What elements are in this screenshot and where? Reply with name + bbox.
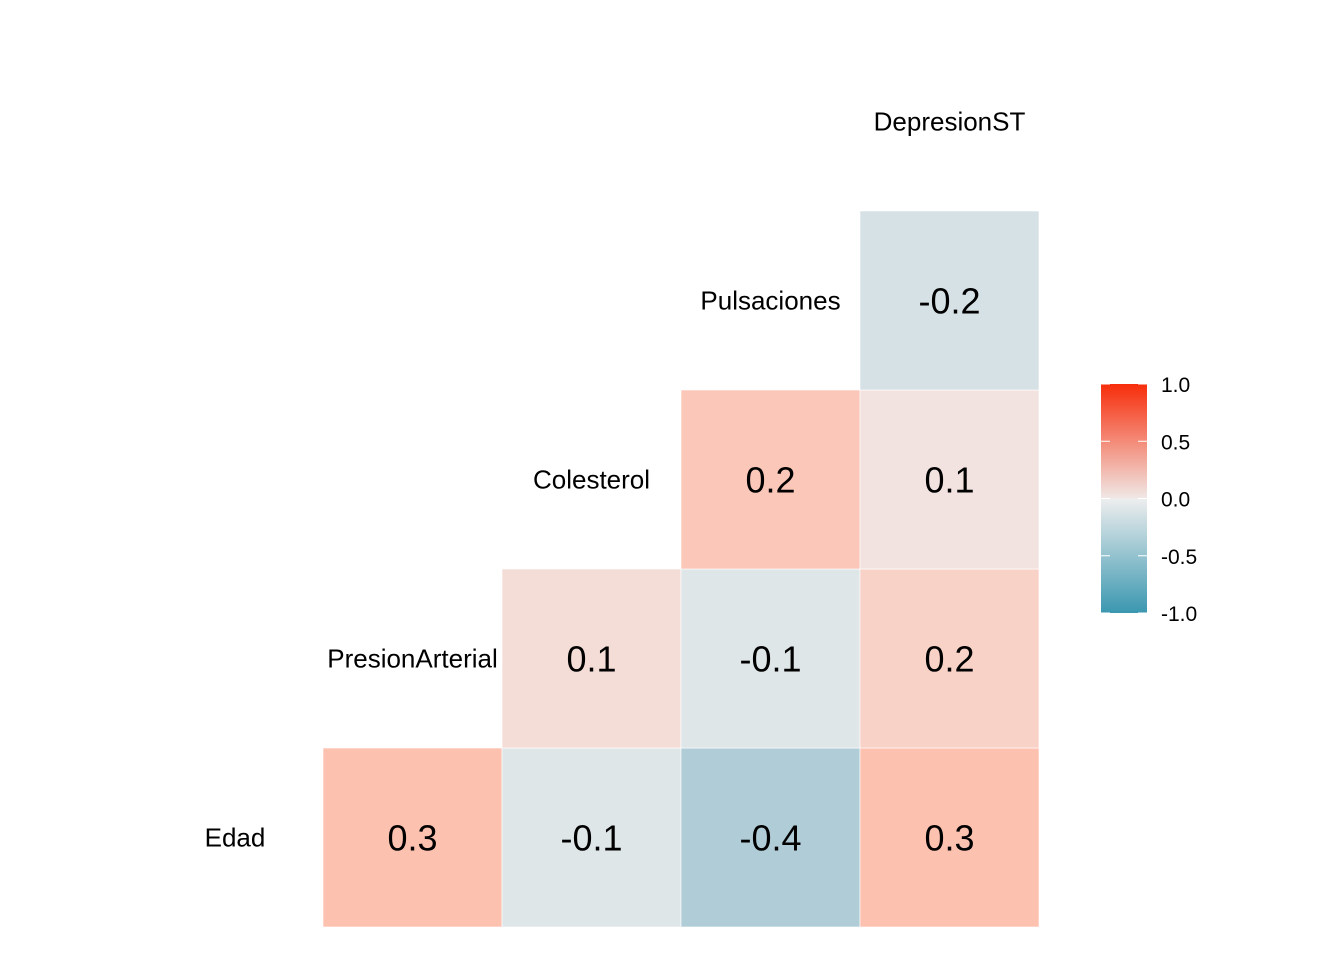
legend-tick-label: 1.0 bbox=[1161, 374, 1190, 397]
cell-value-label: 0.2 bbox=[924, 639, 974, 680]
variable-label-Colesterol: Colesterol bbox=[533, 465, 650, 495]
heatmap-cells: 0.3 -0.1 -0.4 0.3 0.1 -0.1 0.2 0.2 0.1 -0.2 bbox=[322, 210, 1040, 928]
legend-tick-label: -0.5 bbox=[1161, 546, 1197, 569]
cell-value-label: -0.2 bbox=[918, 281, 980, 322]
cell-value-label: 0.2 bbox=[745, 460, 795, 501]
cell-value-label: -0.1 bbox=[739, 639, 801, 680]
cell-value-label: -0.4 bbox=[739, 818, 801, 859]
cell-value-label: 0.3 bbox=[924, 818, 974, 859]
heatmap-cell-Colesterol-Pulsaciones bbox=[680, 389, 861, 570]
cell-value-label: -0.1 bbox=[560, 818, 622, 859]
legend-tick-label: -1.0 bbox=[1161, 603, 1197, 626]
heatmap-cell-Colesterol-DepresionST bbox=[859, 389, 1040, 570]
heatmap-cell-Edad-Colesterol bbox=[501, 747, 682, 928]
variable-label-Edad: Edad bbox=[205, 823, 266, 853]
color-legend: 1.0 0.5 0.0 -0.5 -1.0 bbox=[1101, 374, 1197, 626]
heatmap-cell-Edad-PresionArterial bbox=[322, 747, 503, 928]
variable-label-PresionArterial: PresionArterial bbox=[327, 644, 498, 674]
heatmap-cell-PresionArterial-Pulsaciones bbox=[680, 568, 861, 749]
variable-label-DepresionST: DepresionST bbox=[874, 107, 1026, 137]
heatmap-cell-Pulsaciones-DepresionST bbox=[859, 210, 1040, 391]
cell-value-label: 0.1 bbox=[566, 639, 616, 680]
variable-labels: Edad PresionArterial Colesterol Pulsaciones… bbox=[205, 107, 1026, 853]
cell-value-label: 0.3 bbox=[387, 818, 437, 859]
variable-label-Pulsaciones: Pulsaciones bbox=[700, 286, 840, 316]
legend-tick-label: 0.5 bbox=[1161, 431, 1190, 454]
legend-tick-label: 0.0 bbox=[1161, 489, 1190, 512]
heatmap-cell-PresionArterial-Colesterol bbox=[501, 568, 682, 749]
heatmap-cell-Edad-DepresionST bbox=[859, 747, 1040, 928]
heatmap-cell-PresionArterial-DepresionST bbox=[859, 568, 1040, 749]
cell-value-label: 0.1 bbox=[924, 460, 974, 501]
